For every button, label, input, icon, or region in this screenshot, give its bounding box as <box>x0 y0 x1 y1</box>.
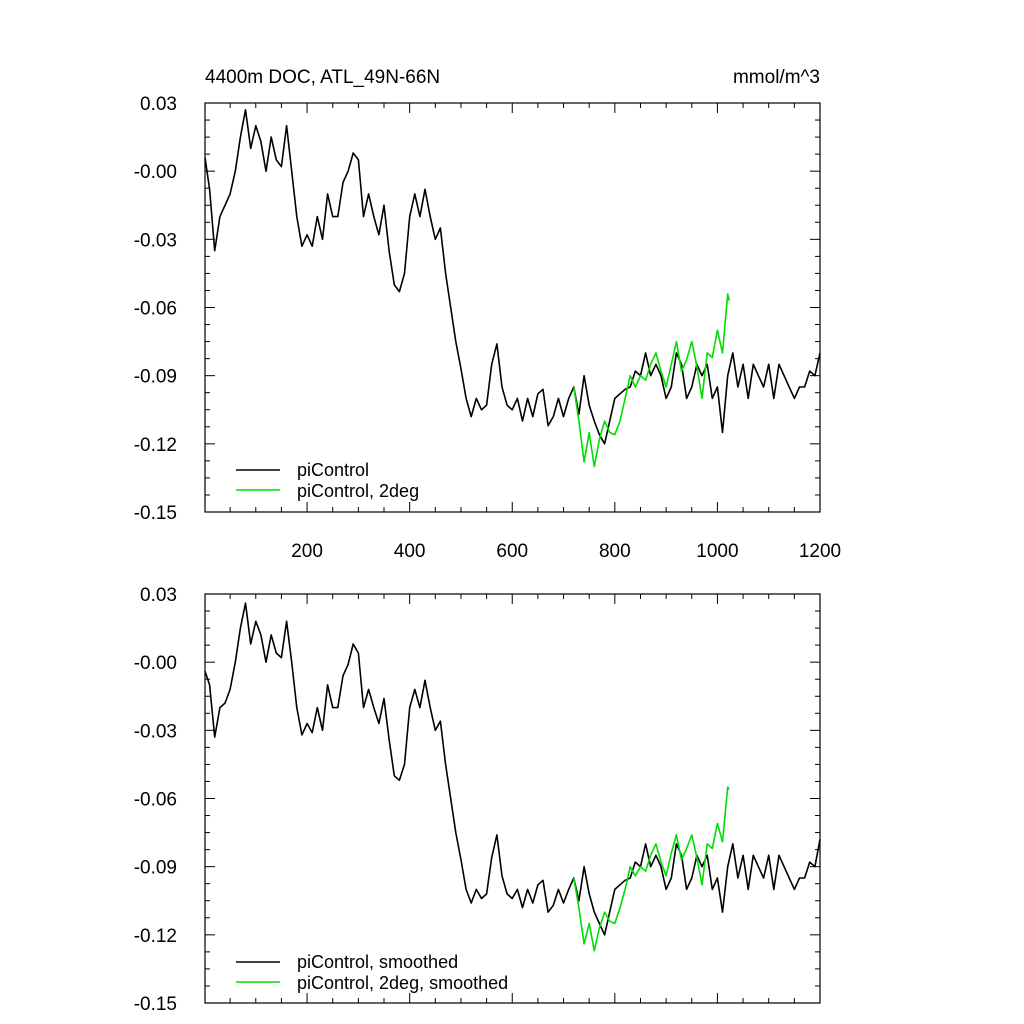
x-tick-label: 600 <box>496 541 528 562</box>
y-tick-label: -0.12 <box>134 435 177 456</box>
series-line-picontrol <box>204 109 821 445</box>
series-line-picontrol-2deg <box>573 786 730 952</box>
series-line-picontrol-2deg <box>573 293 730 468</box>
y-tick-label: -0.03 <box>134 721 177 742</box>
bottom-legend: piControl, smoothed piControl, 2deg, smo… <box>236 952 508 993</box>
x-tick-label: 1200 <box>799 541 841 562</box>
x-tick-label: 400 <box>394 541 426 562</box>
y-tick-label: -0.03 <box>134 230 177 251</box>
legend-label-picontrol: piControl <box>297 460 369 480</box>
x-tick-label: 800 <box>599 541 631 562</box>
x-tick-label: 1000 <box>696 541 738 562</box>
y-tick-label: 0.03 <box>140 94 177 115</box>
y-tick-label: -0.09 <box>134 858 177 879</box>
top-panel-title: 4400m DOC, ATL_49N-66N <box>205 67 440 88</box>
y-tick-label: -0.12 <box>134 926 177 947</box>
bottom-panel: 0.03 -0.00 -0.03 -0.06 -0.09 -0.12 -0.15 piCon… <box>134 585 821 1015</box>
y-tick-label: -0.09 <box>134 367 177 388</box>
y-tick-label: -0.15 <box>134 503 177 524</box>
top-y-tick-labels: 0.03 -0.00 -0.03 -0.06 -0.09 -0.12 -0.15 <box>134 94 177 524</box>
top-x-tick-labels: 200 400 600 800 1000 1200 <box>291 541 841 562</box>
bottom-y-tick-labels: 0.03 -0.00 -0.03 -0.06 -0.09 -0.12 -0.15 <box>134 585 177 1015</box>
bottom-series-lines <box>204 602 821 952</box>
top-panel-units: mmol/m^3 <box>733 67 820 88</box>
top-panel: 4400m DOC, ATL_49N-66N mmol/m^3 0.03 -0.0… <box>134 67 841 562</box>
y-tick-label: 0.03 <box>140 585 177 606</box>
series-line-picontrol <box>204 602 821 936</box>
legend-label-picontrol-2deg-smoothed: piControl, 2deg, smoothed <box>297 973 508 993</box>
legend-label-picontrol-smoothed: piControl, smoothed <box>297 952 458 972</box>
y-tick-label: -0.15 <box>134 994 177 1015</box>
legend-label-picontrol-2deg: piControl, 2deg <box>297 481 419 501</box>
x-tick-label: 200 <box>291 541 323 562</box>
y-tick-label: -0.00 <box>134 653 177 674</box>
y-tick-label: -0.06 <box>134 790 177 811</box>
top-legend: piControl piControl, 2deg <box>236 460 419 501</box>
y-tick-label: -0.06 <box>134 299 177 320</box>
top-series-lines <box>204 109 821 468</box>
y-tick-label: -0.00 <box>134 162 177 183</box>
